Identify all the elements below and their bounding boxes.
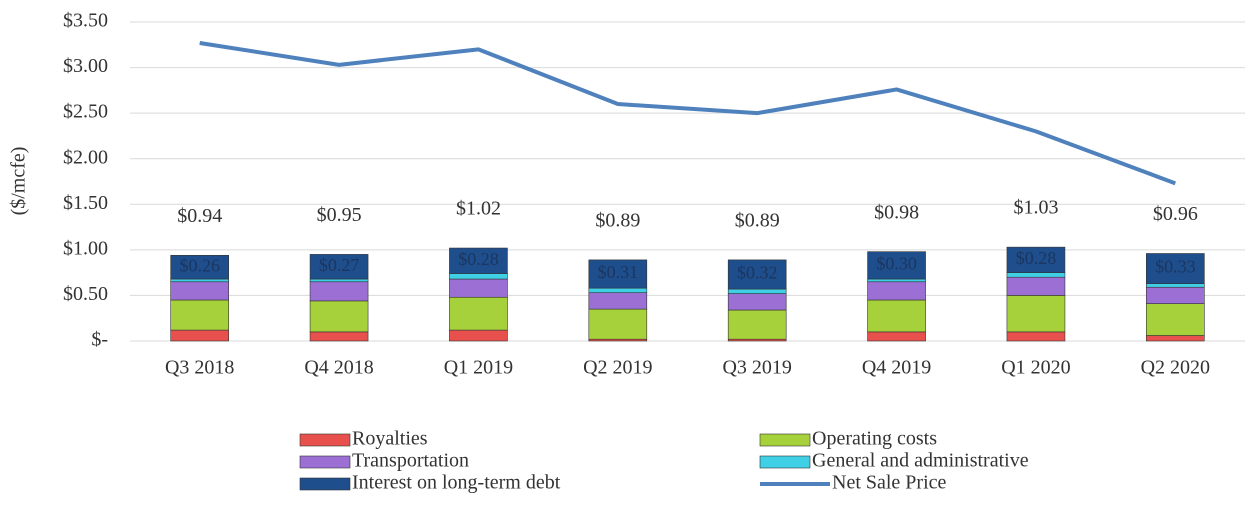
bar-segment — [309, 254, 369, 280]
legend-swatch — [299, 433, 351, 447]
total-label: $1.02 — [456, 198, 501, 220]
bar-segment — [588, 292, 648, 310]
segment-label: $0.26 — [179, 255, 220, 275]
bar-segment — [867, 251, 926, 280]
total-label: $0.96 — [1153, 203, 1198, 225]
bar-segment — [309, 331, 369, 342]
bar-segment — [309, 278, 369, 283]
legend-swatch — [759, 433, 811, 447]
bar-segment — [170, 329, 229, 342]
y-axis-label: ($/mcfe) — [8, 147, 30, 216]
bar-segment — [727, 309, 787, 340]
bar-segment — [449, 296, 508, 331]
bar-segment — [449, 278, 508, 298]
bar-segment — [449, 273, 508, 280]
bar-segment — [867, 299, 926, 333]
bar-segment — [867, 281, 926, 301]
bar-segment — [1006, 246, 1066, 273]
bar-segment — [449, 329, 508, 342]
segment-label: $0.31 — [598, 262, 639, 282]
bar-segment — [449, 247, 508, 274]
bar-segment — [727, 259, 787, 290]
y-tick-label: $1.00 — [63, 237, 108, 259]
total-label: $0.89 — [595, 209, 640, 231]
bar-segment — [170, 255, 229, 280]
legend-swatch — [299, 455, 351, 469]
x-tick-label: Q2 2020 — [1141, 357, 1210, 379]
x-tick-label: Q1 2019 — [444, 357, 513, 379]
segment-label: $0.30 — [876, 253, 917, 273]
segment-label: $0.33 — [1155, 257, 1196, 277]
bar-segment — [1006, 276, 1066, 296]
total-label: $0.89 — [735, 209, 780, 231]
y-tick-label: $2.50 — [63, 101, 108, 123]
bar-segment — [309, 281, 369, 302]
x-tick-label: Q2 2019 — [583, 357, 652, 379]
y-tick-label: $- — [91, 329, 108, 351]
bar-segment — [1146, 283, 1205, 288]
legend-swatch — [759, 455, 811, 469]
legend-label: Royalties — [352, 428, 428, 450]
bar-segment — [170, 281, 229, 301]
segment-label: $0.27 — [319, 255, 360, 275]
y-tick-label: $3.00 — [63, 55, 108, 77]
bar-segment — [1006, 272, 1066, 278]
legend-label: Net Sale Price — [832, 472, 947, 494]
legend-label: Transportation — [352, 450, 469, 472]
bar-segment — [727, 293, 787, 311]
x-tick-label: Q4 2019 — [862, 357, 931, 379]
segment-label: $0.28 — [458, 249, 499, 269]
total-label: $0.94 — [177, 205, 222, 227]
bar-segment — [1146, 303, 1205, 336]
bar-segment — [588, 308, 648, 340]
segment-label: $0.28 — [1016, 248, 1057, 268]
bar-segment — [727, 288, 787, 294]
legend-label: Interest on long-term debt — [352, 472, 561, 494]
bar-segment — [1006, 331, 1066, 342]
bar-segment — [309, 300, 369, 333]
bar-segment — [588, 287, 648, 293]
bar-segment — [588, 259, 648, 289]
y-tick-label: $0.50 — [63, 283, 108, 305]
x-tick-label: Q4 2018 — [304, 357, 373, 379]
bar-segment — [170, 278, 229, 283]
x-tick-label: Q1 2020 — [1001, 357, 1070, 379]
x-tick-label: Q3 2019 — [722, 357, 791, 379]
bar-segment — [1006, 295, 1066, 333]
legend-label: General and administrative — [812, 450, 1029, 472]
bar-segment — [1146, 335, 1205, 342]
legend-label: Operating costs — [812, 428, 937, 450]
y-tick-label: $3.50 — [63, 10, 108, 32]
bar-segment — [867, 331, 926, 342]
y-tick-label: $2.00 — [63, 146, 108, 168]
total-label: $0.95 — [317, 204, 362, 226]
x-tick-label: Q3 2018 — [165, 357, 234, 379]
total-label: $0.98 — [874, 201, 919, 223]
y-tick-label: $1.50 — [63, 192, 108, 214]
segment-label: $0.32 — [737, 263, 778, 283]
bar-segment — [1146, 253, 1205, 284]
bar-segment — [1146, 286, 1205, 304]
total-label: $1.03 — [1013, 197, 1058, 219]
legend-swatch — [299, 477, 351, 491]
bar-segment — [867, 278, 926, 283]
bar-segment — [170, 299, 229, 331]
line-series — [199, 40, 1177, 186]
